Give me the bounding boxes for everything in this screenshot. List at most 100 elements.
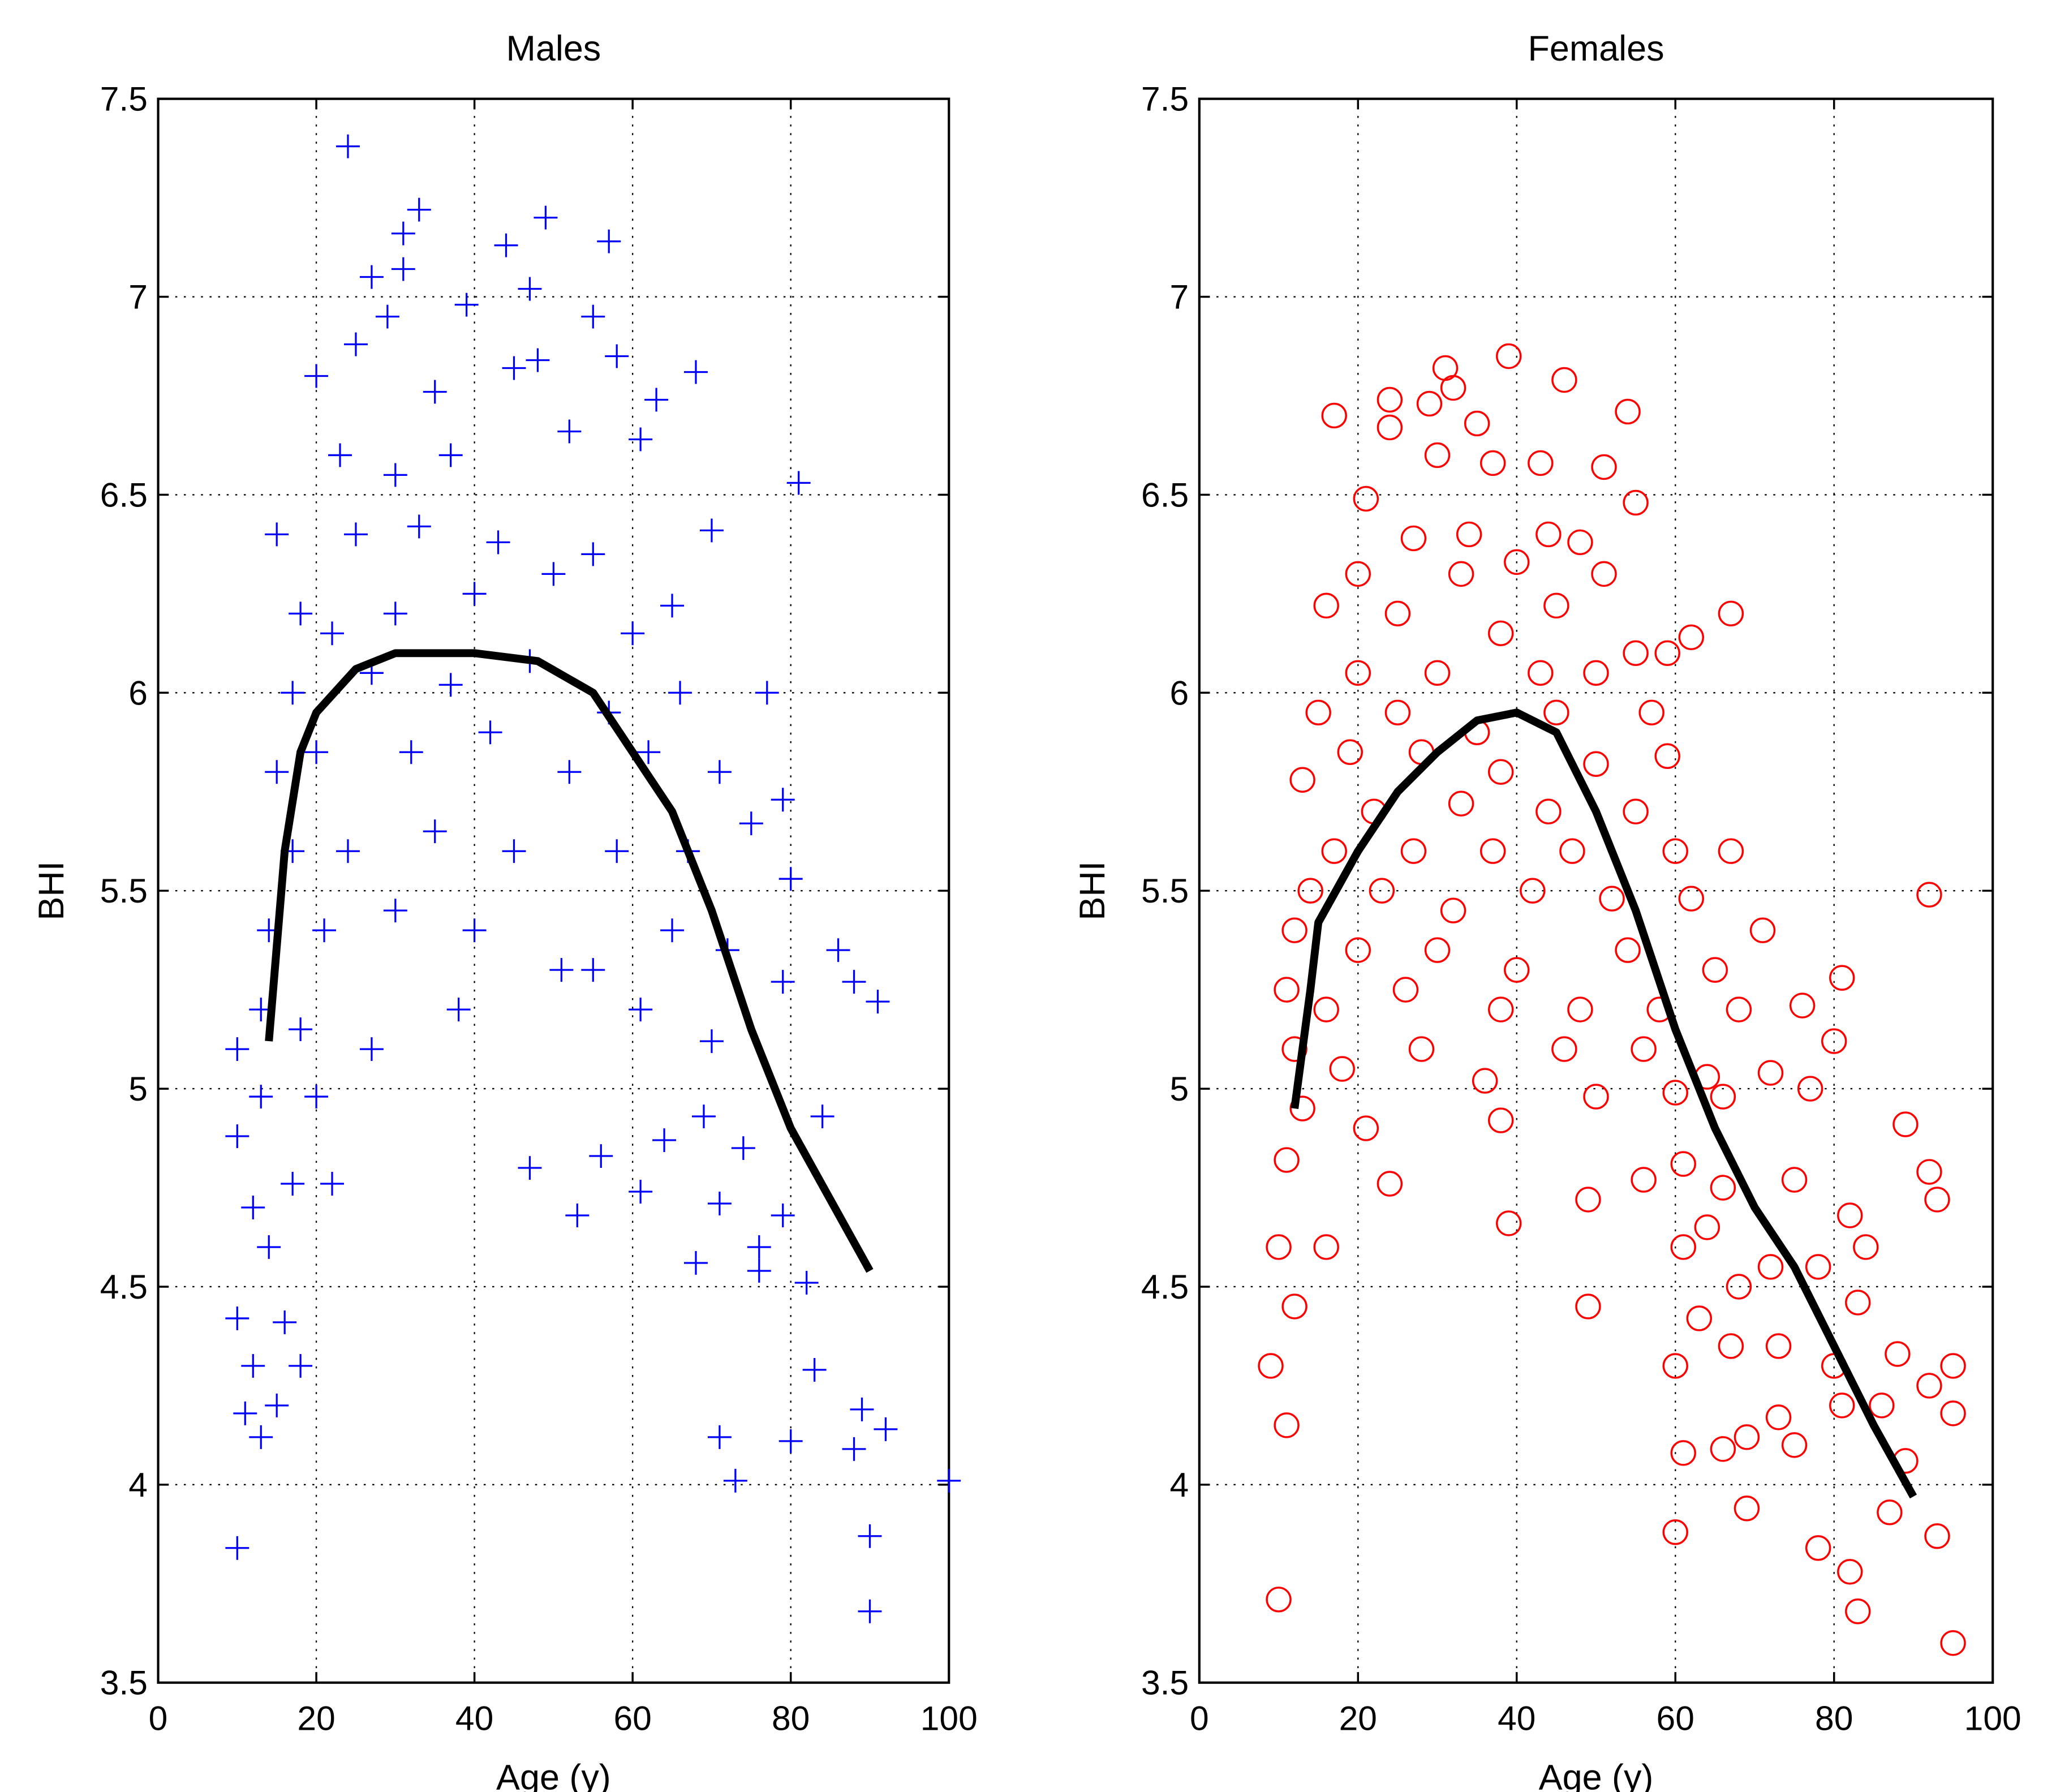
point [605, 839, 629, 863]
point [1472, 1068, 1498, 1094]
y-tick-label: 6.5 [1141, 475, 1189, 514]
point [1567, 996, 1593, 1022]
point [1869, 1393, 1895, 1419]
point [660, 918, 685, 943]
point [557, 760, 582, 784]
y-tick-label: 7 [128, 278, 148, 316]
point [1631, 1036, 1657, 1062]
point [747, 1235, 771, 1259]
x-axis-label: Age (y) [496, 1757, 611, 1792]
point [605, 344, 629, 368]
point [731, 1136, 755, 1160]
point [1623, 640, 1649, 667]
point [1384, 699, 1411, 725]
point [1313, 1234, 1339, 1260]
point [1583, 660, 1609, 686]
point [1575, 1293, 1601, 1320]
point [858, 1524, 882, 1548]
point [660, 594, 685, 618]
point [359, 265, 384, 289]
point [257, 1235, 281, 1259]
y-tick-label: 5 [128, 1069, 148, 1108]
point [1313, 996, 1339, 1022]
point [1670, 1440, 1696, 1466]
point [1488, 620, 1514, 647]
point [1678, 624, 1705, 651]
point [1488, 996, 1514, 1022]
point [407, 514, 431, 539]
point [1345, 561, 1371, 587]
point [1892, 1111, 1919, 1137]
point [462, 582, 487, 606]
point [1448, 561, 1474, 587]
point [249, 1085, 273, 1109]
point [534, 205, 558, 230]
point [707, 760, 732, 784]
point [336, 134, 360, 158]
point [636, 740, 661, 764]
point [707, 1192, 732, 1215]
point [1464, 410, 1490, 437]
point [1718, 838, 1744, 864]
point [462, 918, 487, 943]
point [1670, 1151, 1696, 1177]
x-tick-label: 40 [1498, 1699, 1535, 1738]
point [644, 388, 669, 412]
point [691, 1105, 716, 1129]
point [1940, 1630, 1966, 1656]
point [1535, 798, 1562, 824]
point [265, 1393, 289, 1417]
point [1916, 1373, 1942, 1399]
point [1924, 1523, 1950, 1549]
point [1281, 1293, 1307, 1320]
point [1313, 592, 1339, 619]
point [549, 958, 574, 982]
point [1757, 1254, 1784, 1280]
point [778, 1429, 803, 1453]
y-tick-label: 4.5 [100, 1267, 148, 1306]
point [1305, 699, 1331, 725]
point [937, 1468, 961, 1493]
point [755, 681, 779, 705]
point [423, 380, 447, 404]
point [265, 522, 289, 547]
point [1837, 1202, 1863, 1228]
point [771, 1204, 795, 1227]
x-tick-label: 100 [1964, 1699, 2021, 1738]
point [1781, 1432, 1808, 1458]
point [1916, 1159, 1942, 1185]
point [842, 970, 866, 994]
point [281, 681, 305, 705]
point [289, 601, 313, 626]
point [320, 1172, 344, 1196]
point [739, 811, 763, 836]
point [1504, 957, 1530, 983]
point [1440, 375, 1466, 401]
point [1337, 739, 1363, 765]
point [1670, 1234, 1696, 1260]
point [225, 1536, 250, 1560]
point [233, 1401, 257, 1425]
point [786, 471, 811, 495]
point [289, 1017, 313, 1042]
point [1281, 917, 1307, 943]
point [1567, 529, 1593, 556]
point [526, 348, 550, 372]
point [1757, 1060, 1784, 1086]
point [1718, 1333, 1744, 1359]
point [1329, 1056, 1355, 1082]
point [1543, 592, 1569, 619]
point [668, 681, 692, 705]
point [794, 1270, 819, 1295]
point [494, 233, 518, 257]
y-tick-label: 6 [128, 673, 148, 712]
x-tick-label: 0 [149, 1699, 168, 1738]
point [1781, 1167, 1808, 1193]
point [1369, 878, 1395, 904]
point [1734, 1424, 1760, 1450]
point [850, 1397, 874, 1421]
x-tick-label: 20 [297, 1699, 335, 1738]
point [802, 1357, 827, 1382]
